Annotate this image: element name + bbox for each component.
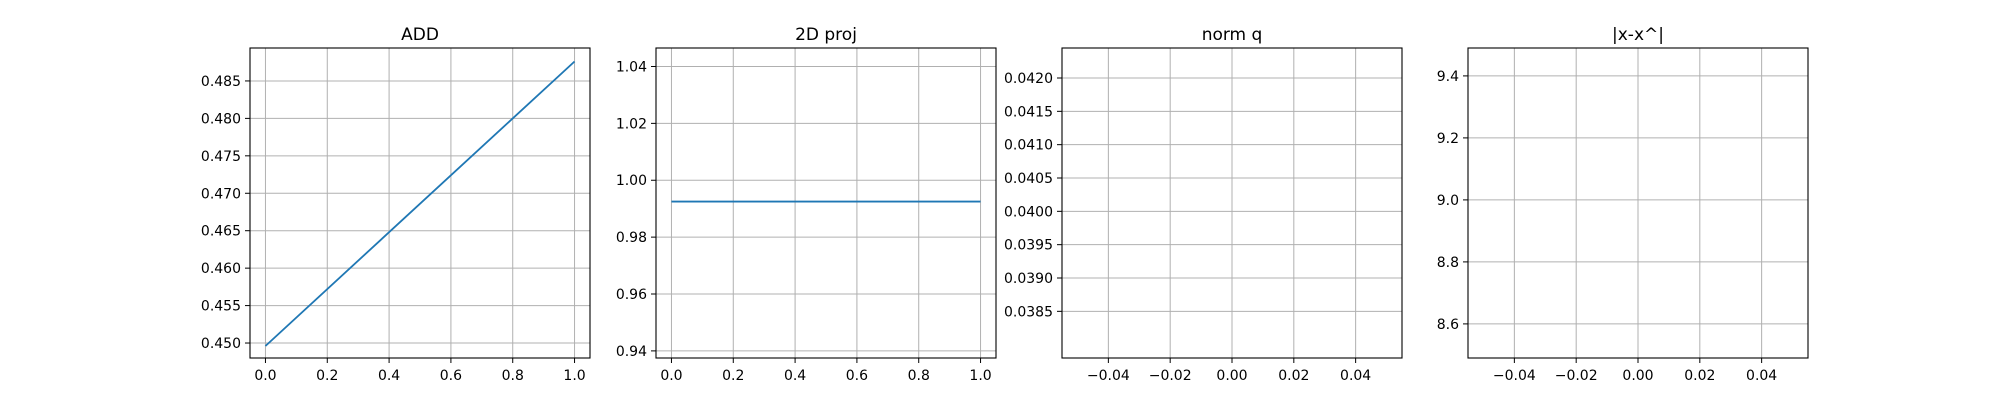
x-tick-label: 0.04 — [1340, 368, 1371, 384]
y-tick-label: 1.04 — [616, 59, 647, 75]
x-tick-label: 0.6 — [846, 368, 868, 384]
y-tick-label: 0.0415 — [1004, 104, 1053, 120]
x-tick-label: 0.2 — [316, 368, 338, 384]
x-tick-label: 1.0 — [563, 368, 585, 384]
y-tick-label: 0.0385 — [1004, 304, 1053, 320]
subplot-x-error: |x-x^| −0.04 −0.02 0.00 0.02 0.04 8.6 8.8 9.0 9.… — [1437, 25, 1809, 384]
subplot-norm-q: norm q −0.04 −0.02 0.00 0.02 0.04 0.0385 0.039… — [1004, 25, 1403, 384]
x-tick-label: −0.02 — [1149, 368, 1192, 384]
subplot-title: ADD — [401, 25, 439, 45]
x-tick-label: 0.0 — [660, 368, 682, 384]
x-tick-label: 0.02 — [1684, 368, 1715, 384]
y-tick-label: 9.0 — [1437, 193, 1459, 209]
x-tick-label: 0.4 — [378, 368, 400, 384]
y-tick-label: 1.02 — [616, 116, 647, 132]
x-tick-label: 1.0 — [969, 368, 991, 384]
y-tick-label: 0.475 — [201, 149, 241, 165]
x-tick-label: 0.02 — [1278, 368, 1309, 384]
y-tick-label: 9.4 — [1437, 69, 1459, 85]
x-tick-label: 0.0 — [254, 368, 276, 384]
y-tick-label: 0.470 — [201, 186, 241, 202]
x-tick-label: 0.00 — [1622, 368, 1653, 384]
x-tick-label: −0.04 — [1493, 368, 1536, 384]
y-tick-label: 0.96 — [616, 287, 647, 303]
x-tick-label: 0.8 — [502, 368, 524, 384]
subplot-title: |x-x^| — [1612, 25, 1664, 45]
subplot-2d-proj: 2D proj 0.0 0.2 0.4 0.6 0.8 1.0 0.94 0.96 0.98 1.… — [616, 25, 997, 384]
y-tick-label: 8.6 — [1437, 317, 1459, 333]
x-tick-label: 0.00 — [1216, 368, 1247, 384]
series-line — [264, 60, 576, 347]
subplot-title: norm q — [1202, 25, 1263, 45]
x-tick-label: −0.04 — [1087, 368, 1130, 384]
y-tick-label: 8.8 — [1437, 255, 1459, 271]
y-tick-label: 0.485 — [201, 74, 241, 90]
y-tick-label: 0.94 — [616, 344, 647, 360]
y-tick-label: 0.0395 — [1004, 238, 1053, 254]
subplot-title: 2D proj — [795, 25, 857, 45]
y-tick-label: 0.0410 — [1004, 138, 1053, 154]
x-tick-label: −0.02 — [1555, 368, 1598, 384]
x-tick-label: 0.8 — [908, 368, 930, 384]
y-tick-label: 0.0405 — [1004, 171, 1053, 187]
y-tick-label: 0.465 — [201, 224, 241, 240]
x-tick-label: 0.6 — [440, 368, 462, 384]
y-tick-label: 0.450 — [201, 336, 241, 352]
y-tick-label: 9.2 — [1437, 131, 1459, 147]
subplot-add: ADD 0.0 0.2 0.4 0.6 0.8 1.0 0.450 0.455 0.460 0.4… — [201, 25, 591, 384]
axes-frame — [249, 47, 591, 359]
y-tick-label: 0.0400 — [1004, 204, 1053, 220]
y-tick-label: 0.480 — [201, 111, 241, 127]
y-tick-label: 0.460 — [201, 261, 241, 277]
y-tick-label: 0.0420 — [1004, 71, 1053, 87]
x-tick-label: 0.4 — [784, 368, 806, 384]
axes-frame — [655, 47, 997, 359]
y-tick-label: 0.0390 — [1004, 271, 1053, 287]
x-tick-label: 0.04 — [1746, 368, 1777, 384]
y-tick-label: 0.98 — [616, 230, 647, 246]
y-tick-label: 0.455 — [201, 299, 241, 315]
x-tick-label: 0.2 — [722, 368, 744, 384]
y-tick-label: 1.00 — [616, 173, 647, 189]
